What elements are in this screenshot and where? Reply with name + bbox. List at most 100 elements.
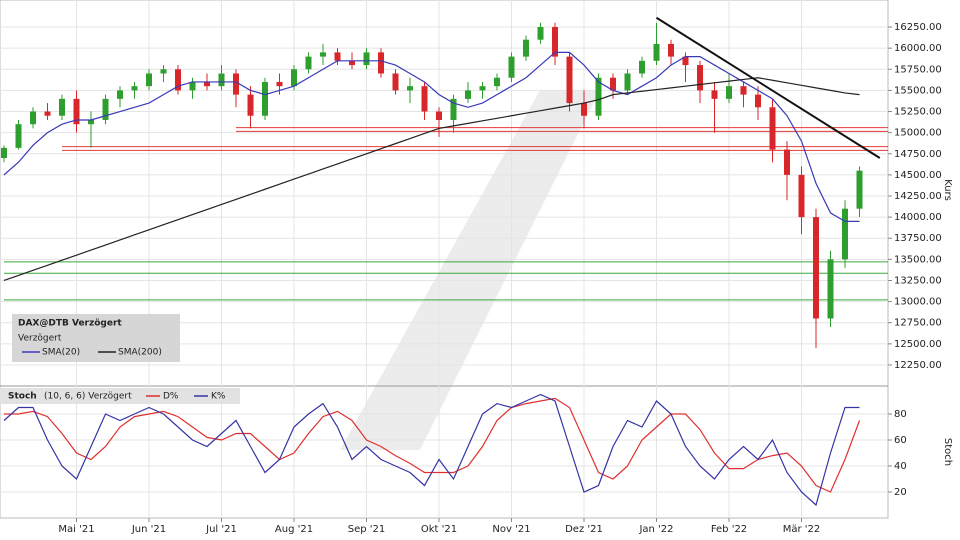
candle-body bbox=[827, 259, 834, 319]
candle-body bbox=[639, 60, 645, 74]
candle-body bbox=[668, 43, 674, 57]
candle-body bbox=[856, 170, 863, 209]
watermark bbox=[340, 90, 600, 450]
x-tick-label: Aug '21 bbox=[275, 524, 313, 535]
candle-body bbox=[392, 73, 399, 91]
y-tick-label: 60 bbox=[894, 435, 907, 446]
y-tick-label: 20 bbox=[894, 487, 907, 498]
candle-body bbox=[813, 217, 819, 319]
y-tick-label: 16250.00 bbox=[894, 22, 942, 33]
stoch-subtitle: (10, 6, 6) Verzögert bbox=[44, 392, 132, 402]
candle-body bbox=[262, 81, 268, 116]
y-tick-label: 15250.00 bbox=[894, 107, 942, 118]
y-tick-label: 12750.00 bbox=[894, 318, 942, 329]
legend-box bbox=[12, 314, 180, 362]
candle-body bbox=[247, 94, 254, 116]
legend-label: SMA(200) bbox=[118, 348, 162, 358]
candle-body bbox=[15, 124, 22, 148]
legend-label: K% bbox=[211, 392, 226, 402]
x-tick-label: Jul '21 bbox=[205, 524, 237, 535]
candle-body bbox=[682, 56, 689, 66]
y-tick-label: 13000.00 bbox=[894, 297, 942, 308]
y-tick-label: 13500.00 bbox=[894, 254, 942, 265]
x-tick-label: Sep '21 bbox=[348, 524, 386, 535]
candle-body bbox=[711, 90, 718, 99]
candle-body bbox=[73, 98, 80, 125]
y-tick-label: 80 bbox=[894, 409, 907, 420]
x-tick-label: Dez '21 bbox=[565, 524, 603, 535]
candle-body bbox=[146, 73, 152, 87]
candle-body bbox=[479, 86, 486, 91]
legend-label: D% bbox=[163, 392, 179, 402]
candle-body bbox=[305, 56, 312, 70]
y-tick-label: 14250.00 bbox=[894, 191, 942, 202]
y-tick-label: 12250.00 bbox=[894, 360, 942, 371]
candle-body bbox=[204, 81, 210, 87]
candle-body bbox=[175, 69, 181, 91]
y-tick-label: 12500.00 bbox=[894, 339, 942, 350]
line-series bbox=[3, 51, 860, 222]
candle-body bbox=[30, 111, 36, 125]
candle-body bbox=[421, 86, 428, 112]
candle-body bbox=[1, 147, 7, 158]
candle-body bbox=[508, 56, 515, 78]
candle-body bbox=[363, 52, 370, 66]
x-tick-label: Feb '22 bbox=[711, 524, 747, 535]
candle-body bbox=[117, 90, 123, 99]
candle-body bbox=[595, 77, 602, 116]
x-tick-label: Jun '21 bbox=[131, 524, 166, 535]
candle-body bbox=[378, 52, 384, 74]
candle-body bbox=[465, 90, 471, 99]
y-axis-label: Kurs bbox=[942, 179, 953, 201]
candle-body bbox=[755, 94, 761, 108]
candle-body bbox=[407, 86, 413, 91]
candle-body bbox=[276, 81, 283, 87]
line-series bbox=[3, 77, 860, 282]
candle-body bbox=[798, 174, 805, 218]
legend-label: SMA(20) bbox=[42, 348, 80, 358]
candle-body bbox=[334, 52, 341, 61]
x-tick-label: Mai '21 bbox=[58, 524, 94, 535]
candle-body bbox=[233, 73, 239, 95]
candle-body bbox=[769, 107, 776, 150]
candle-body bbox=[102, 98, 109, 120]
candle-body bbox=[726, 86, 732, 99]
candle-body bbox=[44, 111, 51, 116]
trendline bbox=[655, 16, 881, 159]
candle-body bbox=[784, 149, 790, 175]
y-tick-label: 15750.00 bbox=[894, 64, 942, 75]
y-tick-label: 14000.00 bbox=[894, 212, 942, 223]
candle-body bbox=[59, 98, 65, 116]
candle-body bbox=[131, 86, 138, 91]
y-tick-label: 40 bbox=[894, 461, 907, 472]
x-tick-label: Mär '22 bbox=[783, 524, 821, 535]
candle-body bbox=[494, 77, 500, 87]
candle-body bbox=[537, 27, 544, 40]
stoch-header bbox=[0, 388, 240, 404]
y-tick-label: 15500.00 bbox=[894, 85, 942, 96]
x-tick-label: Jan '22 bbox=[638, 524, 673, 535]
candle-body bbox=[349, 60, 355, 66]
candle-body bbox=[436, 111, 442, 120]
x-tick-label: Okt '21 bbox=[421, 524, 457, 535]
y-tick-label: 14500.00 bbox=[894, 170, 942, 181]
candle-body bbox=[624, 73, 631, 91]
candle-body bbox=[581, 103, 587, 116]
y-tick-label: 13750.00 bbox=[894, 233, 942, 244]
candle-body bbox=[291, 69, 297, 87]
candle-body bbox=[566, 56, 573, 104]
candle-body bbox=[523, 39, 529, 57]
candle-body bbox=[610, 77, 616, 91]
candle-body bbox=[320, 52, 326, 57]
candle-body bbox=[88, 119, 94, 125]
candle-body bbox=[697, 65, 703, 91]
candle-body bbox=[189, 81, 196, 91]
candle-body bbox=[218, 73, 225, 87]
chart-subtitle: Verzögert bbox=[18, 334, 62, 344]
chart-title: DAX@DTB Verzögert bbox=[18, 319, 122, 329]
x-tick-label: Nov '21 bbox=[492, 524, 530, 535]
candle-body bbox=[160, 69, 167, 74]
candle-body bbox=[653, 43, 660, 61]
candle-body bbox=[552, 27, 558, 57]
